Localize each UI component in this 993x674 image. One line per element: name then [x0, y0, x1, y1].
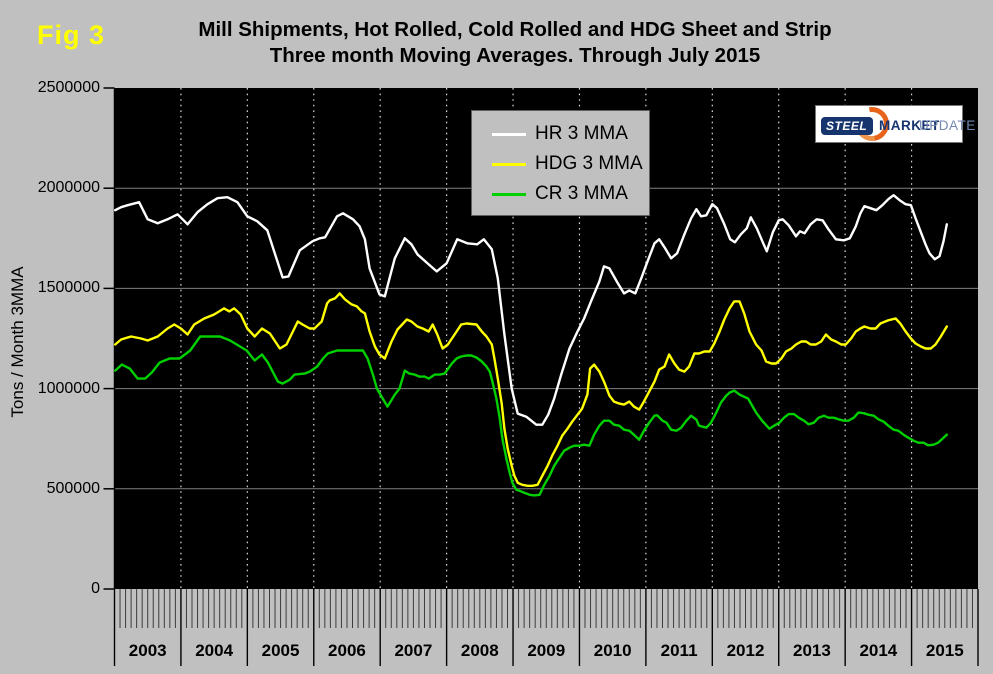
x-year-label: 2012	[726, 641, 765, 660]
x-year-label: 2015	[925, 641, 964, 660]
x-year-label: 2010	[593, 641, 632, 660]
legend-label-cr: CR 3 MMA	[535, 183, 628, 204]
x-year-label: 2005	[261, 641, 300, 660]
y-tick-label: 2000000	[37, 179, 100, 197]
x-year-label: 2006	[328, 641, 366, 660]
x-year-label: 2007	[394, 641, 433, 660]
x-year-label: 2008	[460, 641, 499, 660]
y-tick-label: 0	[91, 580, 100, 597]
y-tick-label: 2500000	[37, 79, 100, 96]
hr-3-mma-line	[113, 193, 948, 426]
x-year-label: 2014	[859, 641, 898, 660]
x-year-label: 2003	[128, 641, 167, 660]
hr-line-swatch	[492, 132, 526, 136]
legend-label-hdg: HDG 3 MMA	[535, 153, 643, 174]
chart-title-line2: Three month Moving Averages. Through Jul…	[269, 44, 761, 67]
chart-title-line1: Mill Shipments, Hot Rolled, Cold Rolled …	[198, 18, 832, 41]
y-tick-label: 500000	[46, 479, 100, 497]
logo-text-market: MARKET	[879, 118, 940, 133]
steel-market-update-logo: STEEL MARKET UPDATE	[815, 100, 975, 148]
cr-3-mma-line	[113, 335, 948, 497]
hdg-line-swatch	[492, 162, 526, 166]
legend-label-hr: HR 3 MMA	[535, 123, 628, 144]
x-year-label: 2013	[793, 641, 831, 660]
x-year-label: 2004	[195, 641, 234, 660]
chart-legend: HR 3 MMA HDG 3 MMA CR 3 MMA	[471, 110, 650, 216]
hdg-3-mma-line	[113, 292, 948, 487]
y-axis-title: Tons / Month 3MMA	[8, 266, 27, 418]
figure-number-label: Fig 3	[37, 20, 106, 50]
logo-text-update: UPDATE	[919, 118, 976, 133]
cr-line-swatch	[492, 192, 526, 196]
chart-title: Mill Shipments, Hot Rolled, Cold Rolled …	[105, 17, 925, 69]
y-tick-label: 1000000	[37, 379, 100, 397]
legend-item-hdg: HDG 3 MMA	[472, 149, 649, 179]
x-year-label: 2011	[660, 641, 698, 660]
y-tick-label: 1500000	[37, 279, 100, 297]
legend-item-cr: CR 3 MMA	[472, 179, 649, 209]
x-year-label: 2009	[527, 641, 566, 660]
logo-text-steel: STEEL	[821, 117, 874, 135]
legend-item-hr: HR 3 MMA	[472, 119, 649, 149]
